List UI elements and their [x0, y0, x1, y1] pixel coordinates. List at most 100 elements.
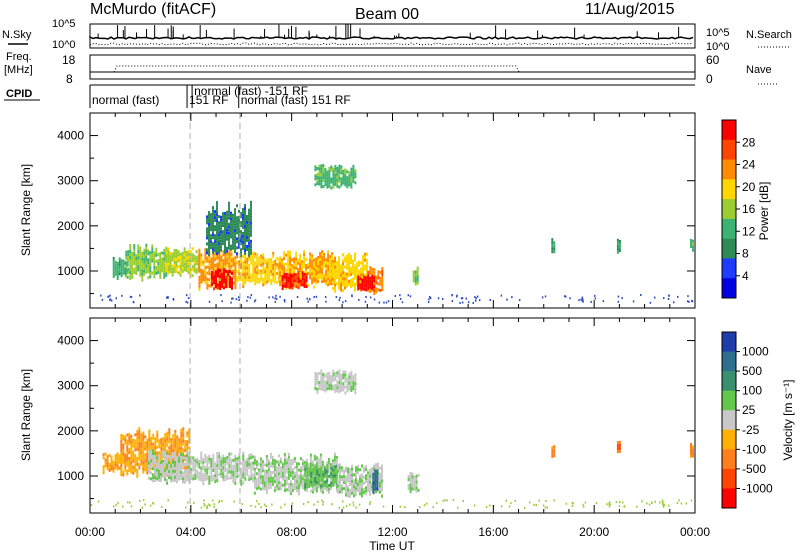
data-cell: [348, 180, 351, 184]
data-cell: [224, 256, 227, 260]
data-cell: [236, 472, 239, 476]
data-cell: [122, 265, 125, 269]
scatter-speck: [325, 300, 327, 303]
data-cell: [217, 286, 219, 290]
data-cell: [154, 440, 157, 444]
data-cell: [261, 481, 264, 485]
data-cell: [293, 475, 296, 478]
data-cell: [194, 458, 197, 462]
data-cell: [334, 289, 336, 293]
data-cell: [319, 456, 322, 460]
data-cell: [246, 224, 248, 227]
scatter-speck: [465, 297, 467, 300]
data-cell: [130, 452, 133, 456]
data-cell: [184, 468, 186, 472]
data-cell: [269, 473, 272, 477]
data-cell: [353, 488, 355, 492]
data-cell: [313, 264, 316, 268]
data-cell: [551, 250, 554, 254]
data-cell: [279, 274, 282, 278]
data-cell: [136, 456, 139, 460]
data-cell: [215, 273, 217, 277]
scatter-speck: [230, 301, 232, 304]
noise-right-top: 10^5: [706, 27, 730, 39]
data-cell: [226, 219, 228, 223]
data-cell: [348, 171, 351, 175]
data-cell: [342, 178, 345, 182]
data-cell: [291, 489, 294, 492]
colorbar-tick-label: 500: [742, 364, 762, 378]
data-cell: [264, 261, 267, 265]
data-cell: [348, 258, 350, 262]
data-cell: [224, 251, 226, 254]
data-cell: [234, 208, 236, 212]
data-cell: [212, 256, 215, 260]
data-cell: [234, 280, 237, 284]
data-cell: [180, 431, 183, 435]
data-cell: [295, 489, 298, 493]
data-cell: [273, 462, 276, 466]
data-cell: [329, 270, 332, 274]
data-cell: [160, 438, 163, 442]
data-cell: [217, 274, 219, 278]
scatter-speck: [322, 501, 324, 504]
data-cell: [226, 285, 229, 289]
data-cell: [156, 430, 159, 434]
data-cell: [287, 273, 290, 277]
data-cell: [313, 279, 316, 283]
data-cell: [330, 168, 333, 172]
data-cell: [158, 454, 160, 458]
scatter-speck: [220, 294, 222, 297]
data-cell: [295, 471, 298, 475]
data-cell: [212, 218, 214, 222]
data-cell: [411, 481, 414, 485]
data-cell: [273, 486, 276, 490]
data-cell: [215, 282, 217, 286]
data-cell: [295, 285, 298, 289]
data-cell: [188, 465, 191, 469]
data-cell: [238, 275, 241, 279]
data-cell: [381, 285, 384, 288]
data-cell: [314, 371, 317, 375]
data-cell: [133, 249, 136, 253]
data-cell: [240, 233, 242, 237]
scatter-speck: [130, 505, 133, 508]
data-cell: [297, 474, 300, 478]
scatter-speck: [565, 502, 568, 505]
data-cell: [358, 269, 360, 273]
data-cell: [329, 273, 332, 277]
data-cell: [283, 263, 286, 267]
data-cell: [136, 438, 139, 442]
data-cell: [279, 277, 282, 281]
data-cell: [316, 469, 319, 473]
data-cell: [168, 437, 171, 441]
data-cell: [331, 255, 334, 259]
data-cell: [141, 251, 144, 255]
data-cell: [166, 478, 168, 482]
data-cell: [363, 275, 366, 279]
data-cell: [314, 471, 317, 474]
data-cell: [161, 269, 164, 273]
data-cell: [326, 372, 329, 376]
data-cell: [262, 280, 265, 284]
data-cell: [202, 275, 205, 279]
data-cell: [354, 388, 357, 392]
data-cell: [168, 428, 171, 432]
data-cell: [240, 263, 243, 267]
data-cell: [135, 263, 138, 266]
data-cell: [279, 487, 282, 491]
data-cell: [228, 461, 231, 465]
data-cell: [283, 483, 286, 486]
data-cell: [359, 486, 361, 490]
data-cell: [120, 470, 123, 473]
data-cell: [118, 257, 121, 261]
data-cell: [144, 435, 147, 439]
data-cell: [616, 247, 619, 251]
data-cell: [338, 259, 340, 263]
data-cell: [156, 451, 159, 455]
data-cell: [692, 448, 694, 452]
scatter-speck: [437, 297, 440, 300]
data-cell: [352, 375, 355, 379]
scatter-speck: [489, 299, 491, 301]
data-cell: [145, 258, 148, 262]
